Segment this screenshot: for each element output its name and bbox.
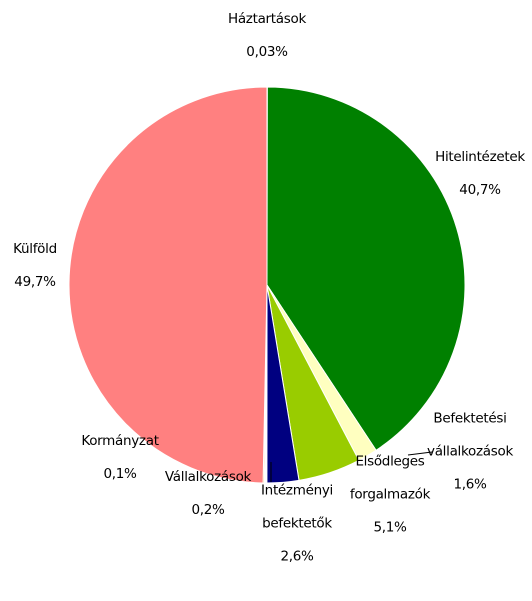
category-name: Elsődleges forgalmazók (349, 453, 431, 503)
slice-label: Befektetési vállalkozások 1,6% (423, 403, 518, 502)
slice-label: Kormányzat 0,1% (70, 425, 170, 491)
value-label: 49,7% (14, 274, 56, 290)
slice-label: Külföld 49,7% (0, 233, 70, 299)
value-label: 40,7% (459, 182, 501, 198)
value-label: 0,1% (103, 466, 137, 482)
category-name: Befektetési vállalkozások (427, 410, 513, 460)
slice-label: Háztartások 0,03% (197, 3, 337, 69)
category-name: Kormányzat (81, 433, 159, 449)
slice-label: Elsődleges forgalmazók 5,1% (343, 446, 438, 545)
value-label: 0,03% (246, 44, 288, 60)
category-name: Intézményi befektetők (261, 482, 333, 532)
value-label: 5,1% (373, 519, 407, 536)
value-label: 0,2% (191, 502, 225, 518)
slice-label: Vállalkozások 0,2% (153, 461, 263, 527)
category-name: Vállalkozások (164, 469, 252, 485)
leader-line (407, 451, 433, 456)
value-label: 1,6% (453, 476, 487, 493)
category-name: Hitelintézetek (435, 149, 525, 165)
category-name: Külföld (13, 241, 57, 257)
pie-slice (68, 86, 268, 484)
value-label: 2,6% (280, 548, 314, 565)
slice-label: Intézményi befektetők 2,6% (252, 475, 342, 574)
category-name: Háztartások (227, 11, 306, 27)
slice-label: Hitelintézetek 40,7% (425, 141, 532, 207)
